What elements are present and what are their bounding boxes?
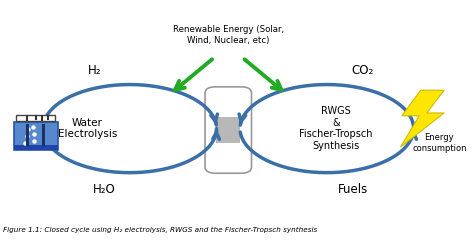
- Bar: [14, 145, 58, 150]
- Text: Fuels: Fuels: [337, 183, 368, 196]
- Text: RWGS
&
Fischer-Tropsch
Synthesis: RWGS & Fischer-Tropsch Synthesis: [300, 106, 373, 151]
- Text: Renewable Energy (Solar,
Wind, Nuclear, etc): Renewable Energy (Solar, Wind, Nuclear, …: [173, 25, 284, 44]
- Bar: [14, 122, 58, 150]
- Text: H₂: H₂: [88, 64, 101, 77]
- Text: CO₂: CO₂: [351, 64, 373, 77]
- Bar: [216, 117, 240, 143]
- Text: Energy
consumption: Energy consumption: [412, 133, 467, 153]
- Text: Figure 1.1: Closed cycle using H₂ electrolysis, RWGS and the Fischer-Tropsch syn: Figure 1.1: Closed cycle using H₂ electr…: [3, 226, 317, 233]
- Text: H₂O: H₂O: [92, 183, 115, 196]
- FancyBboxPatch shape: [205, 87, 252, 173]
- Polygon shape: [401, 90, 444, 147]
- Bar: [16, 115, 55, 121]
- Text: Water
Electrolysis: Water Electrolysis: [58, 118, 117, 139]
